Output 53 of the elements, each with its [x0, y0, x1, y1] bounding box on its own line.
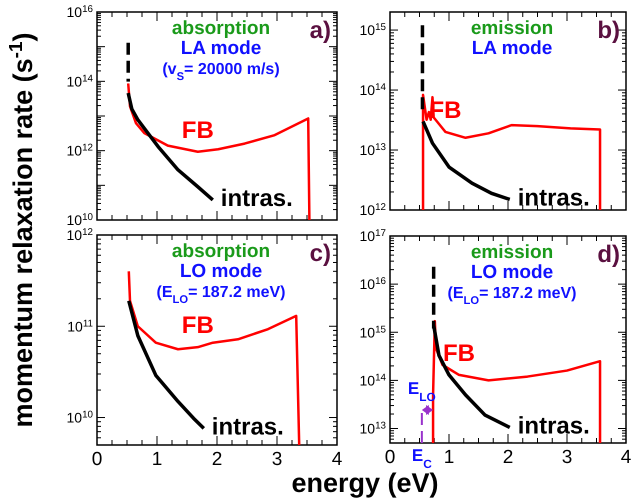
y-tick-label: 10$^{14}$ [360, 372, 387, 388]
annotation: (E$_{LO}$= 187.2 meV) [448, 285, 576, 307]
legend-label: intras. [518, 412, 590, 440]
x-tick-label: 4 [620, 447, 632, 468]
y-tick-label: 10$^{14}$ [360, 82, 387, 98]
y-tick-label: 10$^{12}$ [66, 226, 93, 243]
chart-title: absorption [172, 241, 270, 262]
chart-title: emission [470, 18, 554, 39]
y-tick-label: 10$^{15}$ [360, 22, 387, 38]
annotation: (E$_{LO}$= 187.2 meV) [156, 284, 286, 306]
y-tick-label: 10$^{10}$ [66, 409, 94, 426]
x-tick-label: 1 [444, 447, 454, 468]
x-tick-label: 3 [562, 447, 572, 468]
annotation: d) [597, 241, 620, 268]
y-tick-label: 10$^{14}$ [66, 72, 94, 90]
x-tick-label: 0 [92, 449, 102, 470]
text: LA mode [180, 38, 262, 59]
y-tick-label: 10$^{17}$ [360, 228, 386, 244]
text: LA mode [472, 38, 552, 59]
y-tick-label: 10$^{12}$ [360, 202, 386, 218]
x-tick-label: 2 [502, 447, 514, 468]
x-tick-label: 2 [212, 449, 222, 470]
chart-title: emission [470, 242, 554, 263]
y-tick-label: 10$^{12}$ [66, 142, 93, 159]
series-label: FB [182, 312, 214, 340]
x-tick-label: 3 [272, 449, 282, 470]
x-axis-title: energy (eV) [291, 468, 439, 498]
line-series [126, 91, 215, 202]
y-tick-label: 10$^{13}$ [360, 142, 387, 158]
chart-title: absorption [172, 18, 270, 39]
x-tick-label: 4 [332, 449, 343, 470]
y-tick-label: 10$^{16}$ [66, 4, 94, 20]
legend-label: intras. [220, 184, 293, 212]
x-tick-label: 0 [384, 447, 396, 468]
series-label: FB [182, 116, 214, 144]
text: LO mode [180, 261, 262, 282]
legend-label: intras. [212, 413, 284, 440]
series-label: FB [443, 340, 476, 367]
annotation: (v$_{S}$= 20000 m/s) [162, 61, 280, 83]
annotation: c) [310, 240, 331, 267]
legend-label: intras. [518, 184, 590, 212]
y-tick-label: 10$^{10}$ [66, 212, 94, 228]
x-tick-label: 1 [152, 449, 162, 470]
text: LO mode [470, 262, 554, 283]
y-tick-label: 10$^{16}$ [360, 276, 387, 292]
annotation: b) [597, 17, 620, 44]
y-tick-label: 10$^{15}$ [360, 324, 387, 340]
y-tick-label: 10$^{13}$ [360, 420, 387, 437]
ref-line-label: E$_{C}$ [412, 446, 432, 471]
annotation: a) [310, 17, 331, 44]
y-tick-label: 10$^{11}$ [67, 318, 93, 334]
line-series [422, 94, 602, 210]
line-series [126, 82, 311, 220]
